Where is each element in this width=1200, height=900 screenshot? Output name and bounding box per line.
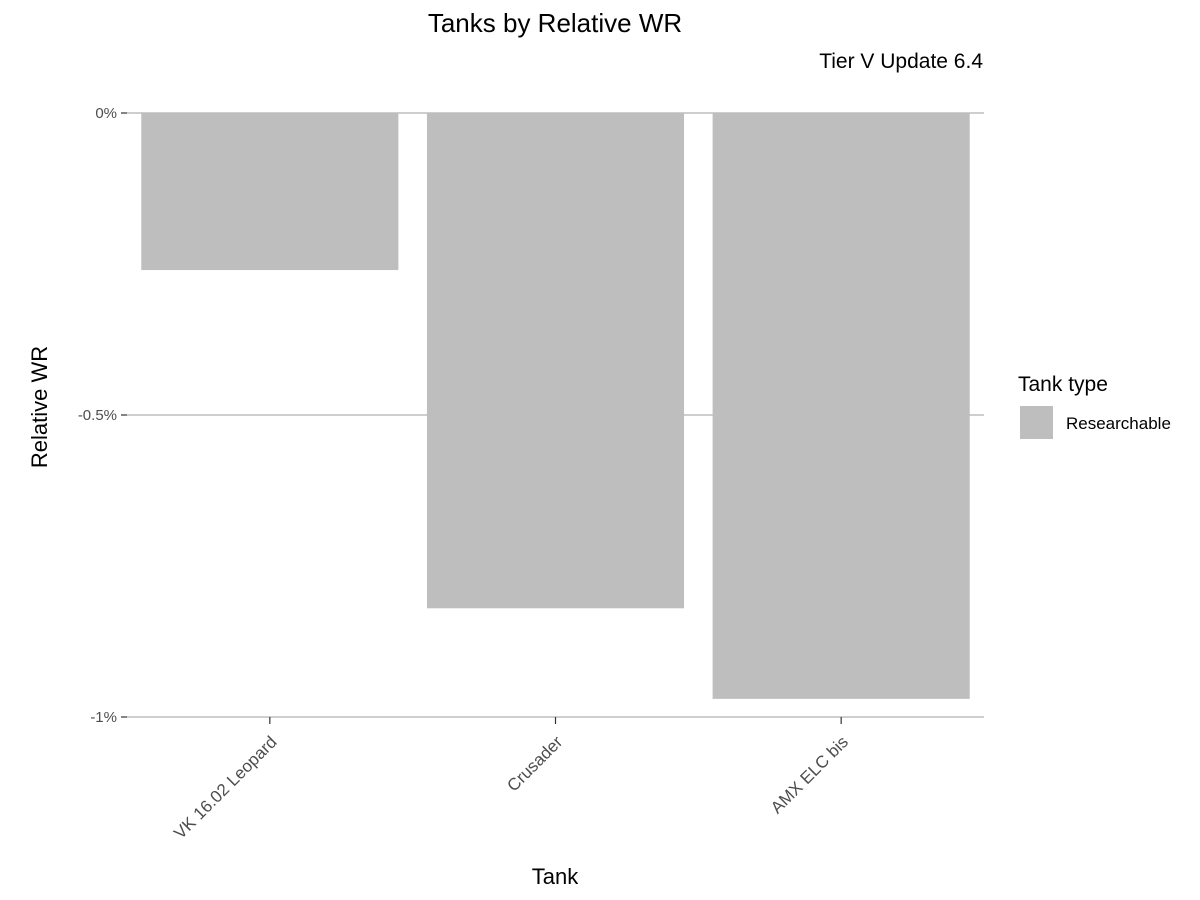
bar-1 bbox=[141, 113, 399, 271]
x-tick-label: VK 16.02 Leopard bbox=[170, 732, 280, 842]
y-tick-label: -1% bbox=[90, 709, 117, 726]
y-axis-title: Relative WR bbox=[27, 346, 52, 468]
x-tick-label: Crusader bbox=[503, 732, 566, 795]
chart-title: Tanks by Relative WR bbox=[428, 8, 682, 38]
y-tick-label: -0.5% bbox=[78, 407, 117, 424]
y-axis-ticks: 0% -0.5% -1% bbox=[78, 105, 127, 726]
legend: Tank type Researchable bbox=[1018, 373, 1171, 439]
x-tick-label: AMX ELC bis bbox=[767, 732, 852, 817]
y-tick-label: 0% bbox=[95, 105, 117, 122]
chart-subtitle: Tier V Update 6.4 bbox=[819, 50, 983, 73]
legend-title: Tank type bbox=[1018, 373, 1108, 396]
bar-2 bbox=[426, 113, 685, 609]
x-axis-title: Tank bbox=[532, 864, 579, 889]
bars bbox=[141, 113, 970, 699]
legend-label-researchable: Researchable bbox=[1066, 414, 1171, 433]
legend-swatch-researchable bbox=[1020, 406, 1053, 439]
bar-3 bbox=[712, 113, 970, 699]
x-axis-ticks: VK 16.02 Leopard Crusader AMX ELC bis bbox=[170, 717, 852, 843]
